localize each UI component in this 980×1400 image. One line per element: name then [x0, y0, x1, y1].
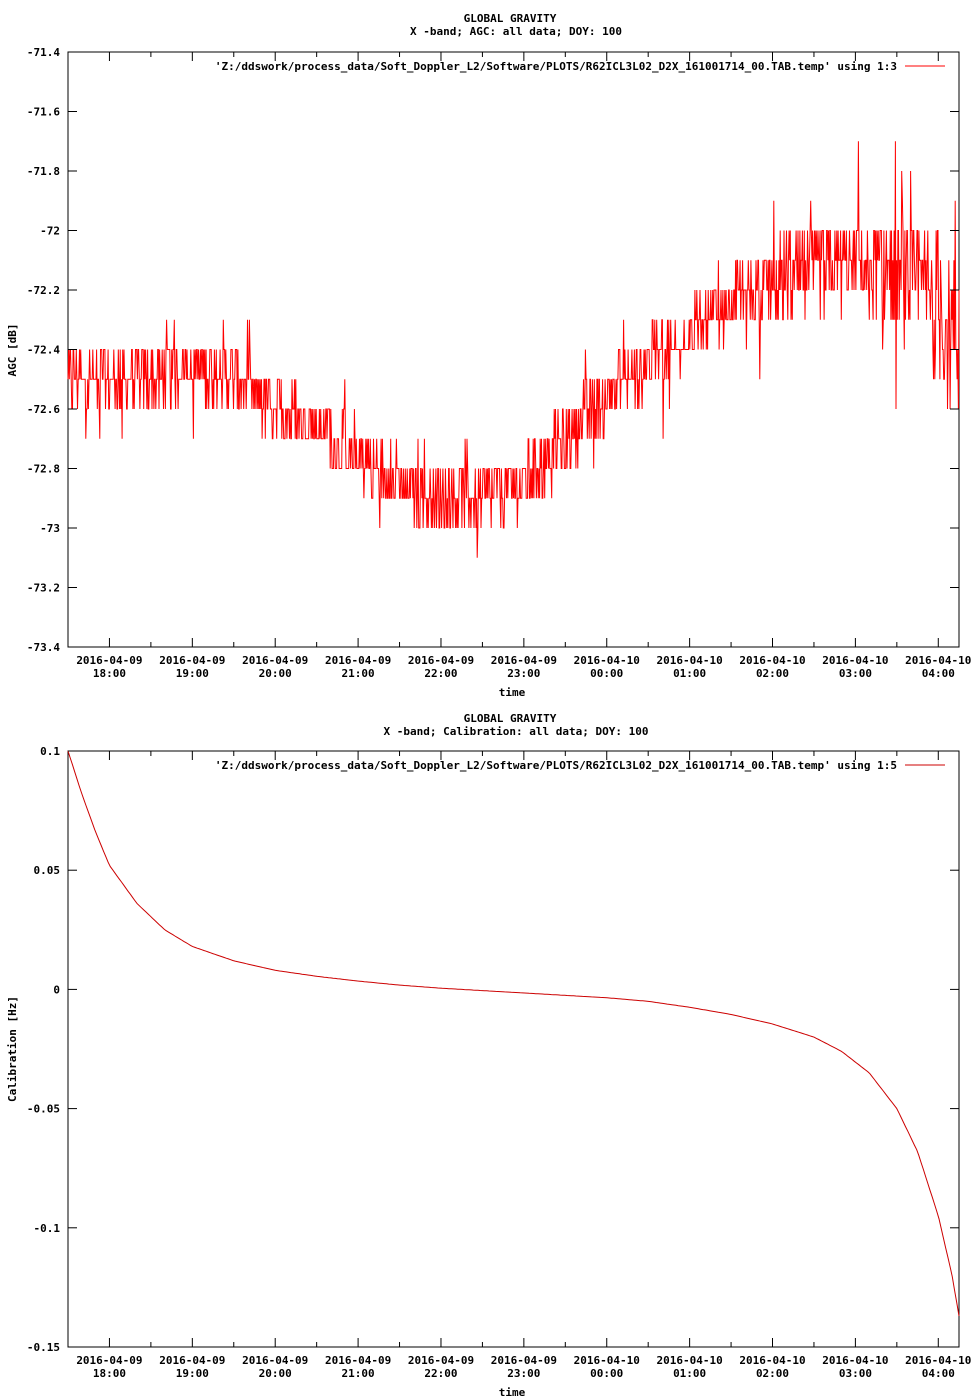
x-tick-date-label: 2016-04-10 — [905, 654, 971, 667]
y-axis-label: Calibration [Hz] — [6, 996, 19, 1102]
x-tick-time-label: 00:00 — [590, 1367, 623, 1380]
x-tick-date-label: 2016-04-09 — [76, 654, 142, 667]
x-tick-date-label: 2016-04-10 — [739, 654, 805, 667]
x-tick-time-label: 20:00 — [259, 1367, 292, 1380]
y-tick-label: -72.2 — [27, 284, 60, 297]
ticks-layer: -71.4 -71.6 -71.8 -72 -72.2 -72.4 -72.6 -72.8 -7… — [27, 46, 972, 680]
series-line — [67, 141, 960, 558]
y-tick-label: -73.4 — [27, 641, 60, 654]
x-tick-time-label: 19:00 — [176, 1367, 209, 1380]
y-tick-label: -72.8 — [27, 463, 60, 476]
y-tick-label: -72.6 — [27, 403, 60, 416]
x-tick-date-label: 2016-04-09 — [159, 654, 225, 667]
series-line — [67, 750, 960, 1317]
y-tick-label: 0.05 — [34, 864, 61, 877]
y-tick-label: -73.2 — [27, 582, 60, 595]
y-tick-label: 0.1 — [40, 745, 60, 758]
x-tick-date-label: 2016-04-10 — [822, 1354, 888, 1367]
x-tick-date-label: 2016-04-09 — [76, 1354, 142, 1367]
series-layer — [67, 141, 960, 558]
x-tick-time-label: 02:00 — [756, 1367, 789, 1380]
x-tick-time-label: 03:00 — [839, 1367, 872, 1380]
x-axis-label: time — [499, 1386, 526, 1399]
legend-entry: 'Z:/ddswork/process_data/Soft_Doppler_L2… — [215, 759, 897, 772]
x-tick-date-label: 2016-04-10 — [905, 1354, 971, 1367]
x-tick-time-label: 01:00 — [673, 667, 706, 680]
x-tick-date-label: 2016-04-09 — [242, 654, 308, 667]
chart-subtitle: X -band; Calibration: all data; DOY: 100 — [384, 725, 649, 738]
x-tick-date-label: 2016-04-09 — [159, 1354, 225, 1367]
y-tick-label: -71.8 — [27, 165, 60, 178]
legend-entry: 'Z:/ddswork/process_data/Soft_Doppler_L2… — [215, 60, 897, 73]
x-tick-date-label: 2016-04-10 — [657, 654, 723, 667]
x-tick-time-label: 01:00 — [673, 1367, 706, 1380]
y-tick-label: -0.05 — [27, 1103, 60, 1116]
x-tick-time-label: 03:00 — [839, 667, 872, 680]
x-tick-date-label: 2016-04-09 — [325, 654, 391, 667]
x-tick-date-label: 2016-04-10 — [574, 654, 640, 667]
chart-title: GLOBAL GRAVITY — [464, 12, 557, 25]
y-tick-label: -0.1 — [34, 1222, 61, 1235]
y-axis-label: AGC [dB] — [6, 324, 19, 377]
ticks-layer: 0.10.050-0.05-0.1-0.152016-04-0918:00201… — [27, 745, 972, 1380]
x-tick-time-label: 22:00 — [424, 667, 457, 680]
x-tick-time-label: 21:00 — [342, 1367, 375, 1380]
x-tick-date-label: 2016-04-09 — [408, 654, 474, 667]
x-tick-time-label: 23:00 — [507, 1367, 540, 1380]
x-tick-date-label: 2016-04-10 — [739, 1354, 805, 1367]
x-tick-time-label: 18:00 — [93, 667, 126, 680]
x-tick-time-label: 04:00 — [922, 667, 955, 680]
x-tick-date-label: 2016-04-09 — [325, 1354, 391, 1367]
agc-chart: GLOBAL GRAVITY X -band; AGC: all data; D… — [6, 12, 971, 699]
x-tick-time-label: 23:00 — [507, 667, 540, 680]
y-tick-label: -0.15 — [27, 1341, 60, 1354]
x-tick-time-label: 00:00 — [590, 667, 623, 680]
x-tick-date-label: 2016-04-09 — [242, 1354, 308, 1367]
series-layer — [67, 750, 960, 1317]
chart-subtitle: X -band; AGC: all data; DOY: 100 — [410, 25, 622, 38]
x-tick-date-label: 2016-04-10 — [822, 654, 888, 667]
x-tick-time-label: 19:00 — [176, 667, 209, 680]
x-tick-date-label: 2016-04-09 — [408, 1354, 474, 1367]
calibration-chart: GLOBAL GRAVITY X -band; Calibration: all… — [6, 712, 971, 1399]
y-tick-label: -71.6 — [27, 106, 60, 119]
x-tick-date-label: 2016-04-10 — [574, 1354, 640, 1367]
x-tick-time-label: 04:00 — [922, 1367, 955, 1380]
x-tick-time-label: 21:00 — [342, 667, 375, 680]
y-tick-label: 0 — [53, 983, 60, 996]
x-tick-time-label: 22:00 — [424, 1367, 457, 1380]
x-tick-date-label: 2016-04-10 — [657, 1354, 723, 1367]
x-tick-time-label: 20:00 — [259, 667, 292, 680]
x-tick-time-label: 18:00 — [93, 1367, 126, 1380]
y-tick-label: -73 — [40, 522, 60, 535]
chart-title: GLOBAL GRAVITY — [464, 712, 557, 725]
x-tick-date-label: 2016-04-09 — [491, 1354, 557, 1367]
x-tick-time-label: 02:00 — [756, 667, 789, 680]
y-tick-label: -72.4 — [27, 344, 60, 357]
y-tick-label: -72 — [40, 225, 60, 238]
y-tick-label: -71.4 — [27, 46, 60, 59]
plot-frame — [67, 750, 960, 1348]
x-tick-date-label: 2016-04-09 — [491, 654, 557, 667]
x-axis-label: time — [499, 686, 526, 699]
